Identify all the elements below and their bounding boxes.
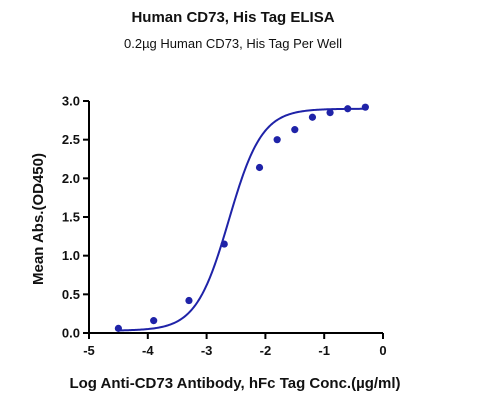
data-point <box>255 163 264 172</box>
data-point <box>361 103 369 111</box>
chart-title: Human CD73, His Tag ELISA <box>131 9 334 26</box>
fit-curve-group <box>118 107 366 332</box>
x-tick-label: -5 <box>83 343 95 358</box>
data-point <box>114 324 122 332</box>
y-tick-label: 2.5 <box>62 132 80 147</box>
y-tick-label: 3.0 <box>62 94 80 109</box>
fit-curve <box>118 107 366 332</box>
data-point <box>185 296 193 305</box>
data-point <box>273 136 281 144</box>
data-point <box>344 105 352 113</box>
data-point <box>326 109 334 117</box>
y-tick-label: 1.0 <box>62 248 80 263</box>
data-point <box>291 126 299 134</box>
x-axis-label: Log Anti-CD73 Antibody, hFc Tag Conc.(µg… <box>69 375 400 392</box>
y-tick-label: 0.0 <box>62 326 80 341</box>
data-point <box>150 317 158 325</box>
x-tick-label: -4 <box>142 343 154 358</box>
data-point <box>220 240 228 248</box>
chart-subtitle: 0.2µg Human CD73, His Tag Per Well <box>124 36 342 51</box>
y-tick-label: 2.0 <box>62 171 80 186</box>
axes: 0.0 0.5 1.0 1.5 2.0 2.5 3.0 -5 -4 -3 -2 -1 0 <box>62 94 387 359</box>
y-axis-label: Mean Abs.(OD450) <box>30 153 47 285</box>
y-tick-label: 0.5 <box>62 287 80 302</box>
x-tick-label: -2 <box>260 343 272 358</box>
data-point <box>308 113 317 121</box>
data-points <box>114 103 369 332</box>
x-tick-label: -3 <box>201 343 213 358</box>
x-tick-label: 0 <box>379 343 386 358</box>
x-tick-label: -1 <box>318 343 330 358</box>
y-tick-label: 1.5 <box>62 210 80 225</box>
